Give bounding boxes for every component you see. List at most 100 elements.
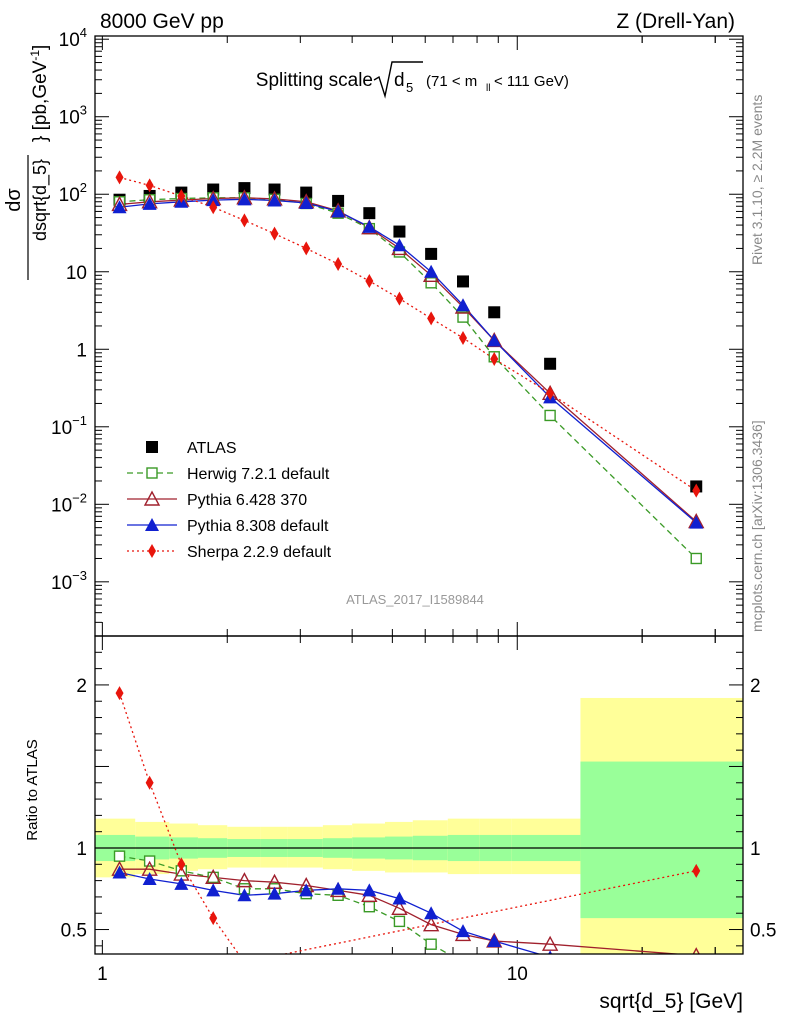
y-tick-label: 102 — [59, 180, 87, 206]
title-cut-post: < 111 GeV) — [494, 73, 569, 90]
sherpa-2-2-9-default-point — [240, 213, 249, 228]
pythia-8-308-default-point — [142, 196, 157, 210]
pythia-8-308-default-point — [392, 238, 407, 252]
x-tick-label: 1 — [97, 964, 108, 985]
legend-marker-pythia-6-428-370 — [143, 490, 161, 506]
y-tick-label: 10−2 — [51, 490, 87, 516]
title-cut-sub: ll — [486, 83, 490, 94]
header-left: 8000 GeV pp — [100, 10, 224, 33]
atlas-point — [238, 182, 251, 195]
y-tick-label: 104 — [59, 25, 87, 51]
sherpa-2-2-9-default-point — [427, 311, 436, 326]
herwig-7-2-1-default-point — [544, 409, 556, 422]
legend-label-pythia-8-308-default: Pythia 8.308 default — [187, 518, 329, 535]
sherpa-2-2-9-default-point — [145, 178, 154, 193]
pythia-6-428-370-point — [541, 935, 559, 951]
herwig-7-2-1-default-point — [207, 871, 219, 884]
pythia-8-308-default-point — [456, 924, 471, 938]
pythia-8-308-default-point — [142, 871, 157, 885]
ylabel-units: } [pb,GeV-1] — [28, 45, 51, 142]
y-tick-label: 10 — [66, 263, 87, 284]
y-tick-label: 0.5 — [750, 921, 776, 942]
legend-marker-atlas — [146, 441, 158, 453]
y-tick-label: 1 — [76, 839, 87, 860]
legend-label-sherpa-2-2-9-default: Sherpa 2.2.9 default — [187, 544, 332, 561]
pythia-6-428-370-point — [391, 899, 408, 916]
legend-label-atlas: ATLAS — [187, 440, 237, 457]
herwig-7-2-1-default-point — [113, 850, 126, 862]
y-tick-label: 0.5 — [61, 921, 87, 942]
sherpa-2-2-9-default-point — [459, 330, 468, 345]
sherpa-2-2-9-default-point — [209, 200, 218, 215]
legend: ATLAS Herwig 7.2.1 default Pythia 6.428 37… — [127, 440, 332, 561]
atlas-point — [393, 225, 406, 238]
pythia-8-308-default-point — [206, 883, 221, 897]
pythia-8-308-default-point — [112, 200, 127, 214]
pythia-8-308-default-point — [362, 219, 377, 233]
pythia-8-308-default-point — [331, 881, 346, 895]
sherpa-2-2-9-default-point — [177, 857, 186, 872]
ratio-ylabel: Ratio to ATLAS — [24, 739, 41, 840]
pythia-8-308-default-point — [267, 886, 282, 900]
ratio-panel-frame — [94, 635, 744, 955]
sherpa-2-2-9-default-point — [692, 863, 701, 878]
green-band-bin — [580, 761, 743, 919]
atlas-point — [300, 186, 313, 199]
y-tick-label: 1 — [76, 340, 87, 361]
pythia-8-308-default-point — [174, 876, 189, 890]
legend-marker-herwig-7-2-1-default — [146, 467, 158, 479]
pythia-8-308-default-point — [424, 906, 439, 920]
atlas-point — [363, 207, 376, 220]
pythia-8-308-default-point — [392, 891, 407, 905]
sherpa-2-2-9-default-point — [395, 291, 404, 306]
y-tick-label: 10−1 — [51, 413, 87, 439]
pythia-8-308-default-point — [487, 933, 502, 947]
atlas-point — [544, 357, 557, 370]
pythia-6-428-370-point — [422, 916, 440, 932]
pythia-8-308-default-point — [456, 298, 471, 312]
sherpa-2-2-9-default-point — [209, 911, 218, 926]
pythia-8-308-default-point — [299, 883, 314, 897]
pythia-8-308-default-point — [206, 193, 221, 207]
pythia-8-308-default-point — [267, 193, 282, 207]
x-axis-label: sqrt{d_5} [GeV] — [599, 990, 743, 1013]
pythia-6-428-370-point — [236, 872, 253, 888]
title-symbol-sub: 5 — [406, 80, 413, 95]
herwig-7-2-1-default-point — [457, 311, 469, 323]
pythia-8-308-default-point — [362, 883, 377, 897]
pythia-8-308-default-line — [119, 871, 542, 954]
herwig-7-2-1-default-point — [425, 938, 437, 950]
pythia-8-308-default-point — [487, 333, 502, 347]
pythia-8-308-default-point — [237, 192, 252, 206]
atlas-point — [425, 247, 438, 260]
y-tick-label: 2 — [76, 676, 87, 697]
y-tick-label: 103 — [59, 103, 87, 129]
atlas-point — [488, 306, 501, 319]
sherpa-2-2-9-default-point — [490, 351, 499, 366]
legend-label-herwig-7-2-1-default: Herwig 7.2.1 default — [187, 466, 330, 483]
legend-marker-sherpa-2-2-9-default — [148, 544, 156, 558]
ratio-axis-ticks: 1 10 0.5 0.5 1 1 2 2 — [61, 629, 776, 985]
main-series-markers — [111, 170, 705, 565]
sherpa-2-2-9-default-point — [145, 775, 154, 790]
y-tick-label: 10−3 — [51, 568, 87, 594]
ylabel-denominator: dsqrt{d_5} — [30, 159, 51, 241]
sherpa-2-2-9-default-point — [115, 170, 124, 185]
mcplots-label: mcplots.cern.ch [arXiv:1306.3436] — [749, 420, 765, 632]
herwig-7-2-1-default-line — [119, 855, 450, 954]
title-main: Splitting scale — [256, 70, 373, 91]
sherpa-2-2-9-default-point — [240, 955, 248, 969]
herwig-7-2-1-default-point — [458, 957, 468, 967]
sherpa-2-2-9-default-line — [118, 692, 697, 954]
analysis-tag: ATLAS_2017_I1589844 — [346, 592, 484, 607]
main-ylabel: dσ dsqrt{d_5} } [pb,GeV-1] — [3, 45, 51, 280]
legend-label-pythia-6-428-370: Pythia 6.428 370 — [187, 492, 307, 509]
sherpa-2-2-9-default-point — [115, 686, 124, 701]
y-tick-label: 2 — [750, 676, 761, 697]
herwig-7-2-1-default-point — [690, 552, 702, 565]
pythia-8-308-default-point — [689, 515, 704, 529]
x-tick-label: 10 — [507, 964, 528, 985]
legend-marker-pythia-8-308-default — [145, 518, 159, 531]
pythia-8-308-default-point — [112, 865, 127, 879]
